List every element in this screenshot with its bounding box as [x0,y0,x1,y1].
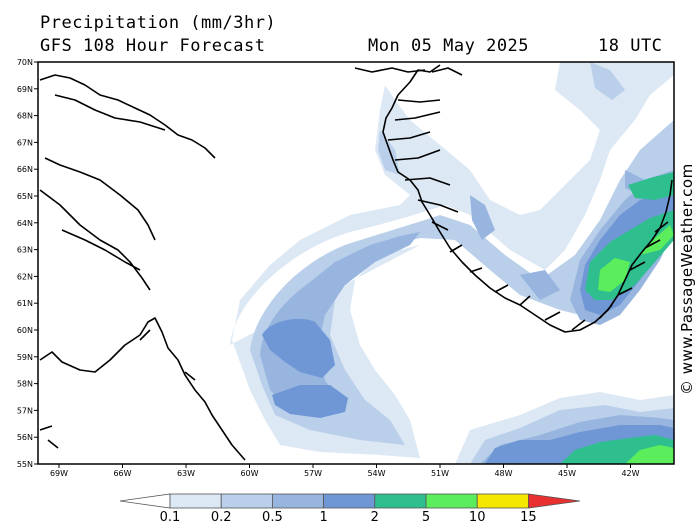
precipitation-legend: 0.1 0.2 0.5 1 2 5 10 15 [119,493,581,525]
baffin-island-south [39,189,151,291]
lat-label: 57N [17,406,33,415]
lat-label: 70N [17,58,33,67]
lon-label: 60W [240,469,258,478]
precip-band-1-b [272,385,348,418]
lat-label: 59N [17,353,33,362]
lat-label: 60N [17,326,33,335]
lon-label: 48W [494,469,512,478]
legend-swatch [476,493,529,509]
greenland-west-coast [382,64,673,333]
lon-label: 51W [431,469,449,478]
legend-value: 15 [520,510,537,525]
legend-swatch [323,493,376,509]
legend-swatch [169,493,222,509]
precip-band-5 [598,258,630,292]
legend-value: 0.2 [211,510,232,525]
precip-band-0-5-patch [470,170,645,300]
lat-label: 69N [17,85,33,94]
coastlines [39,64,673,461]
legend-value: 2 [371,510,379,525]
legend-arrow-low [119,493,171,509]
lat-label: 67N [17,138,33,147]
labrador-coast [39,317,246,461]
credit-text: © www.PassageWeather.com [678,163,696,395]
map-frame [37,61,675,465]
lat-label: 68N [17,112,33,121]
lat-label: 66N [17,165,33,174]
forecast-label: GFS 108 Hour Forecast [40,36,266,56]
lon-label: 57W [304,469,322,478]
lat-label: 58N [17,380,33,389]
precip-band-light [230,62,674,458]
longitude-axis: 69W 66W 63W 60W 57W 54W 51W 48W 45W 42W [50,464,640,478]
lat-label: 63N [17,246,33,255]
legend-swatch [271,493,324,509]
forecast-time: 18 UTC [598,36,663,56]
legend-swatch [374,493,427,509]
legend-arrow-high [528,493,581,509]
precip-band-5-south [625,445,674,464]
precipitation-field [39,62,674,464]
lon-label: 54W [367,469,385,478]
lon-label: 66W [113,469,131,478]
legend-value: 1 [319,510,327,525]
legend-swatch [220,493,273,509]
legend-value: 0.1 [160,510,181,525]
legend-value: 10 [469,510,486,525]
legend-value: 0.5 [262,510,283,525]
greenland-fjords [387,99,669,331]
lat-label: 61N [17,299,33,308]
lon-label: 63W [177,469,195,478]
lat-label: 62N [17,272,33,281]
precip-band-5-b [640,225,674,255]
lat-label: 65N [17,192,33,201]
lon-label: 42W [621,469,639,478]
legend-swatch [425,493,478,509]
legend-value: 5 [422,510,430,525]
forecast-date: Mon 05 May 2025 [368,36,530,56]
lon-label: 45W [558,469,576,478]
precip-band-1 [262,318,335,378]
lon-label: 69W [50,469,68,478]
lat-label: 55N [17,460,33,469]
baffin-island-coast [39,74,216,241]
greenland-north-coast [354,67,463,76]
precip-band-2-b [628,172,674,200]
chart-title: Precipitation (mm/3hr) [40,13,277,33]
latitude-axis: 70N 69N 68N 67N 66N 65N 64N 63N 62N 61N 60N 59N 58N 5… [17,58,38,469]
lat-label: 64N [17,219,33,228]
lat-label: 56N [17,433,33,442]
labrador-inland [39,329,196,449]
precip-band-0-2-north [378,62,625,175]
